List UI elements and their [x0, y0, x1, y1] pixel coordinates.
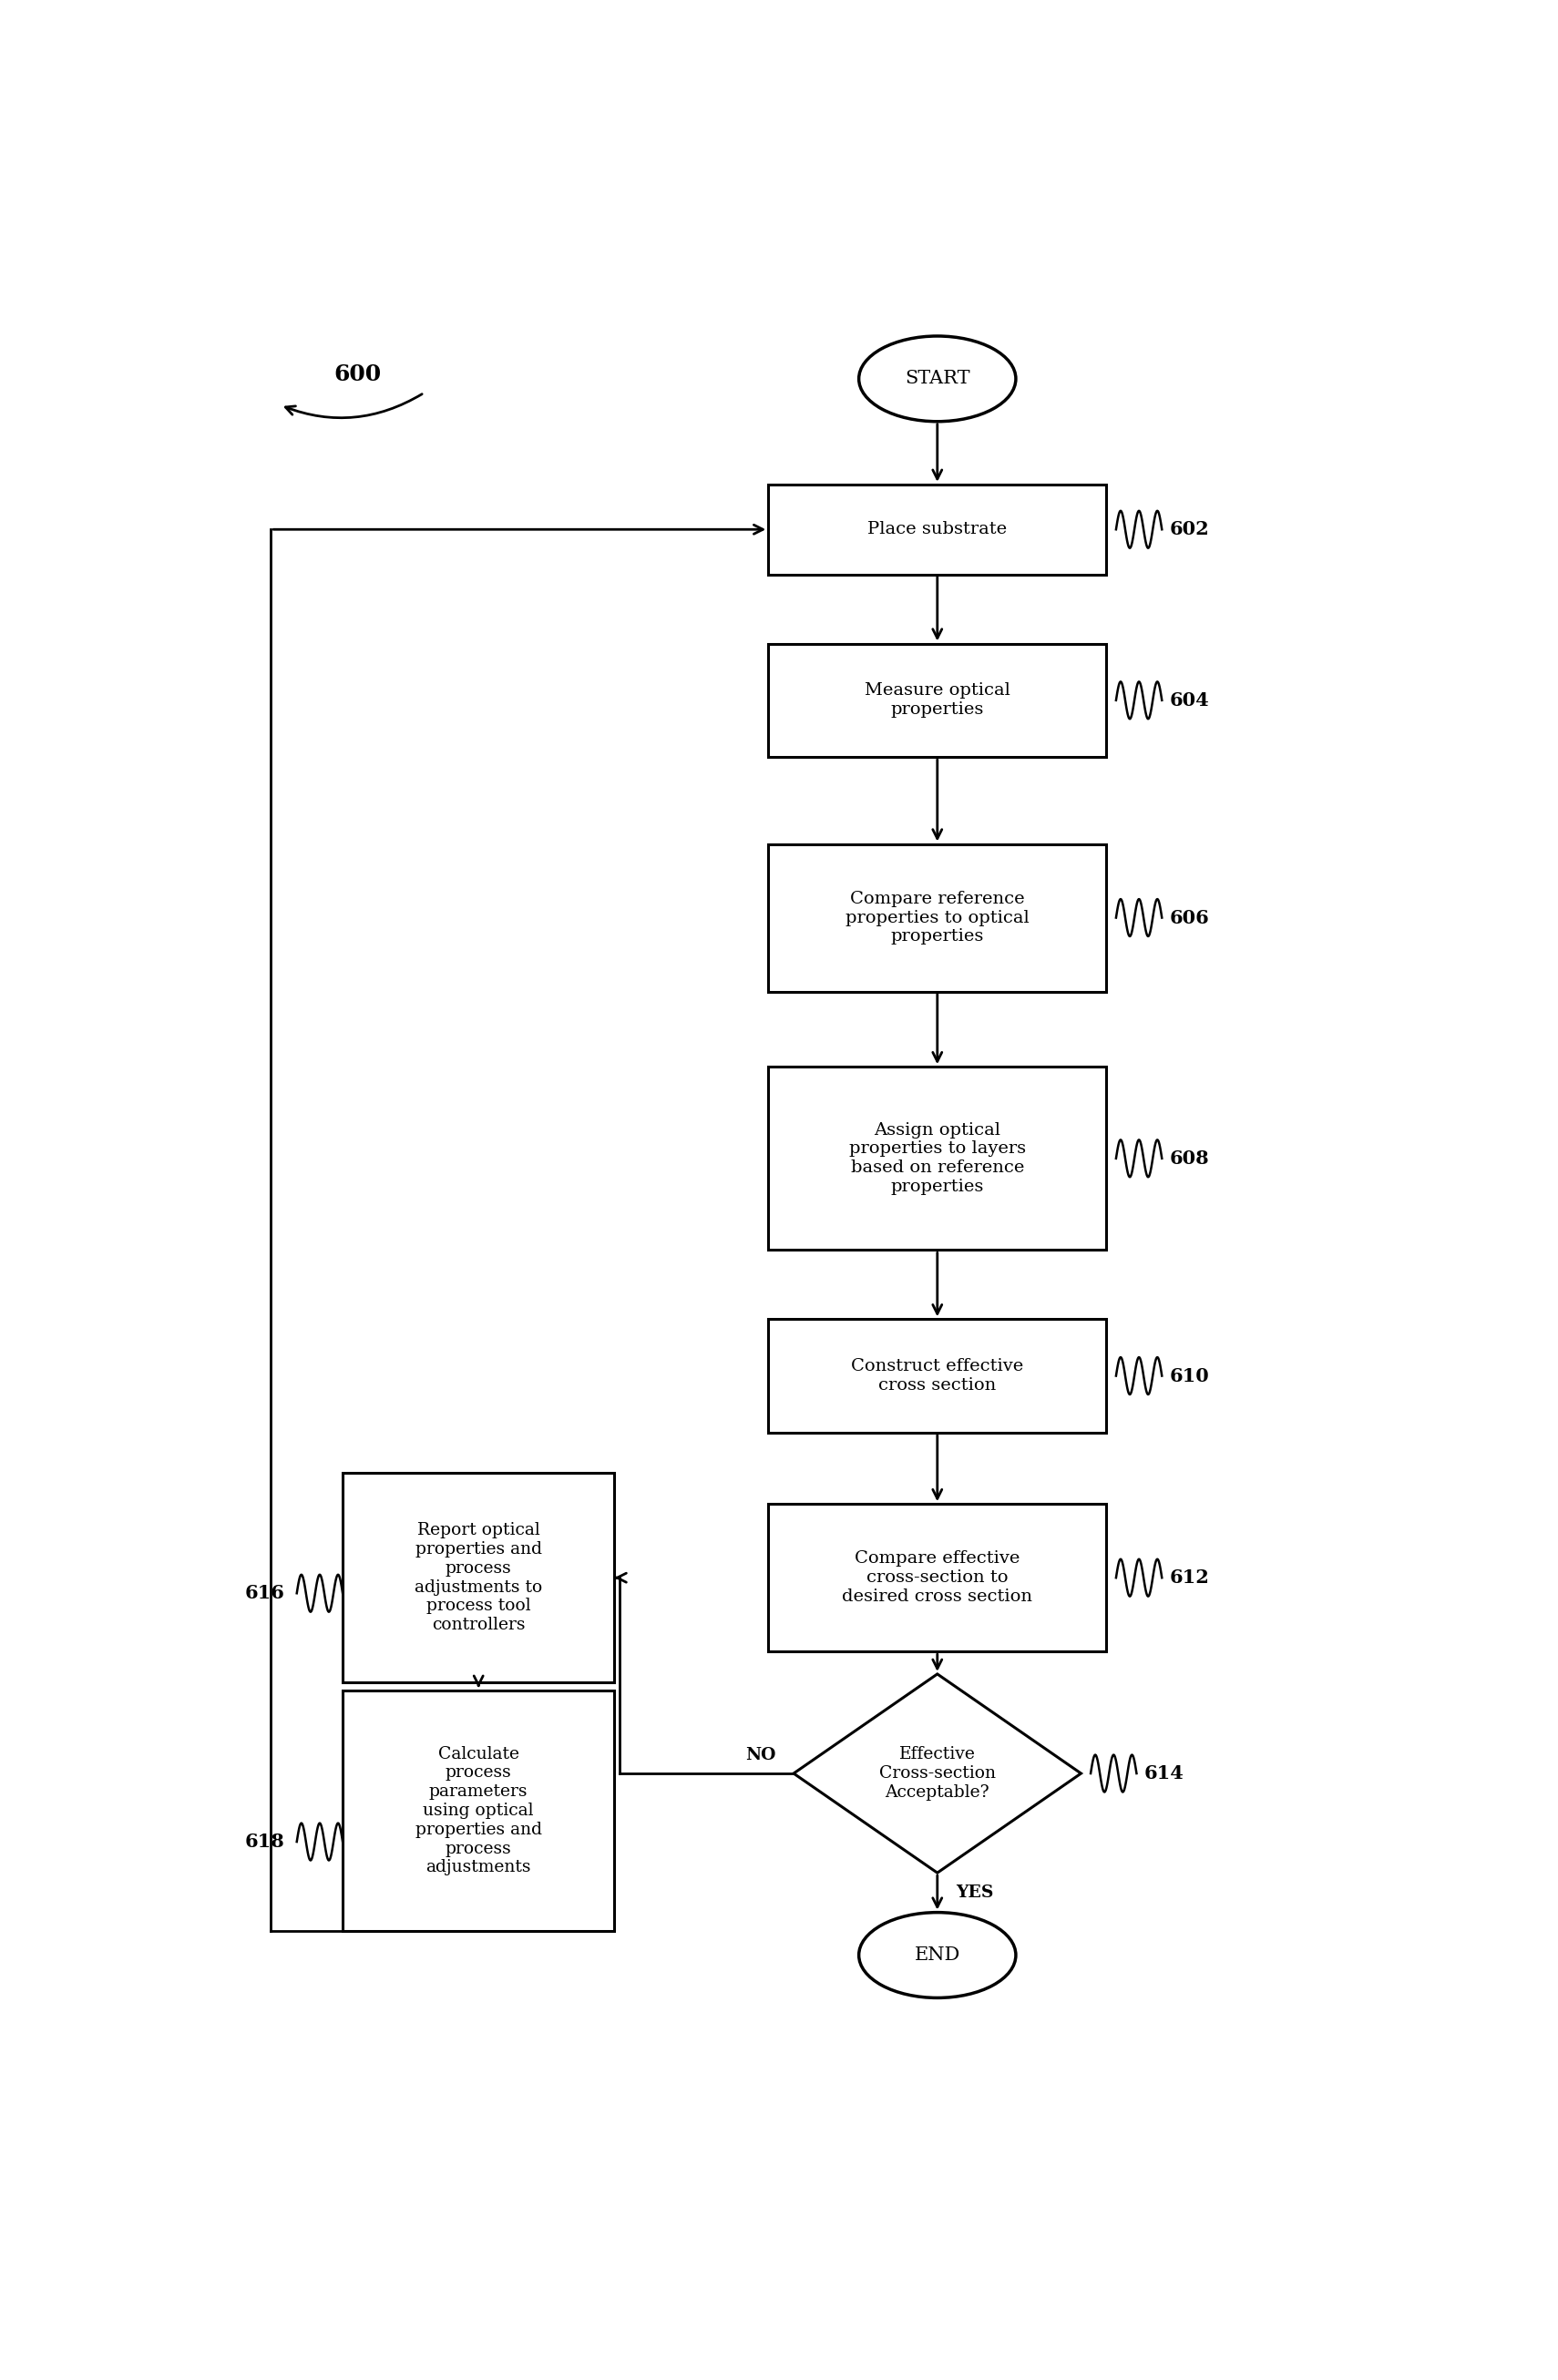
- Text: 604: 604: [1168, 690, 1209, 709]
- FancyBboxPatch shape: [343, 1690, 614, 1930]
- FancyBboxPatch shape: [768, 643, 1106, 757]
- Ellipse shape: [858, 1914, 1016, 1997]
- Text: Place substrate: Place substrate: [868, 521, 1006, 538]
- Text: START: START: [905, 371, 971, 388]
- Text: 606: 606: [1168, 909, 1209, 926]
- Text: NO: NO: [745, 1747, 776, 1764]
- Text: Calculate
process
parameters
using optical
properties and
process
adjustments: Calculate process parameters using optic…: [414, 1745, 542, 1875]
- Text: END: END: [915, 1947, 960, 1964]
- FancyBboxPatch shape: [768, 486, 1106, 574]
- Ellipse shape: [858, 336, 1016, 421]
- Text: 618: 618: [245, 1833, 285, 1852]
- FancyBboxPatch shape: [343, 1473, 614, 1683]
- Text: 602: 602: [1168, 521, 1209, 538]
- Text: Assign optical
properties to layers
based on reference
properties: Assign optical properties to layers base…: [849, 1121, 1025, 1195]
- Text: YES: YES: [955, 1885, 992, 1902]
- Text: 600: 600: [333, 364, 382, 386]
- Text: Compare effective
cross-section to
desired cross section: Compare effective cross-section to desir…: [843, 1552, 1033, 1604]
- Text: Construct effective
cross section: Construct effective cross section: [851, 1359, 1024, 1395]
- Polygon shape: [793, 1673, 1081, 1873]
- Text: Measure optical
properties: Measure optical properties: [865, 683, 1010, 719]
- Text: Report optical
properties and
process
adjustments to
process tool
controllers: Report optical properties and process ad…: [414, 1523, 542, 1633]
- FancyBboxPatch shape: [768, 1319, 1106, 1433]
- Text: Effective
Cross-section
Acceptable?: Effective Cross-section Acceptable?: [879, 1747, 996, 1802]
- FancyBboxPatch shape: [768, 1066, 1106, 1250]
- FancyBboxPatch shape: [768, 1504, 1106, 1652]
- Text: 610: 610: [1168, 1366, 1209, 1385]
- Text: 608: 608: [1168, 1150, 1209, 1169]
- FancyBboxPatch shape: [768, 845, 1106, 992]
- Text: 612: 612: [1168, 1568, 1209, 1587]
- Text: 614: 614: [1144, 1764, 1184, 1783]
- Text: 616: 616: [245, 1585, 285, 1602]
- Text: Compare reference
properties to optical
properties: Compare reference properties to optical …: [846, 890, 1030, 945]
